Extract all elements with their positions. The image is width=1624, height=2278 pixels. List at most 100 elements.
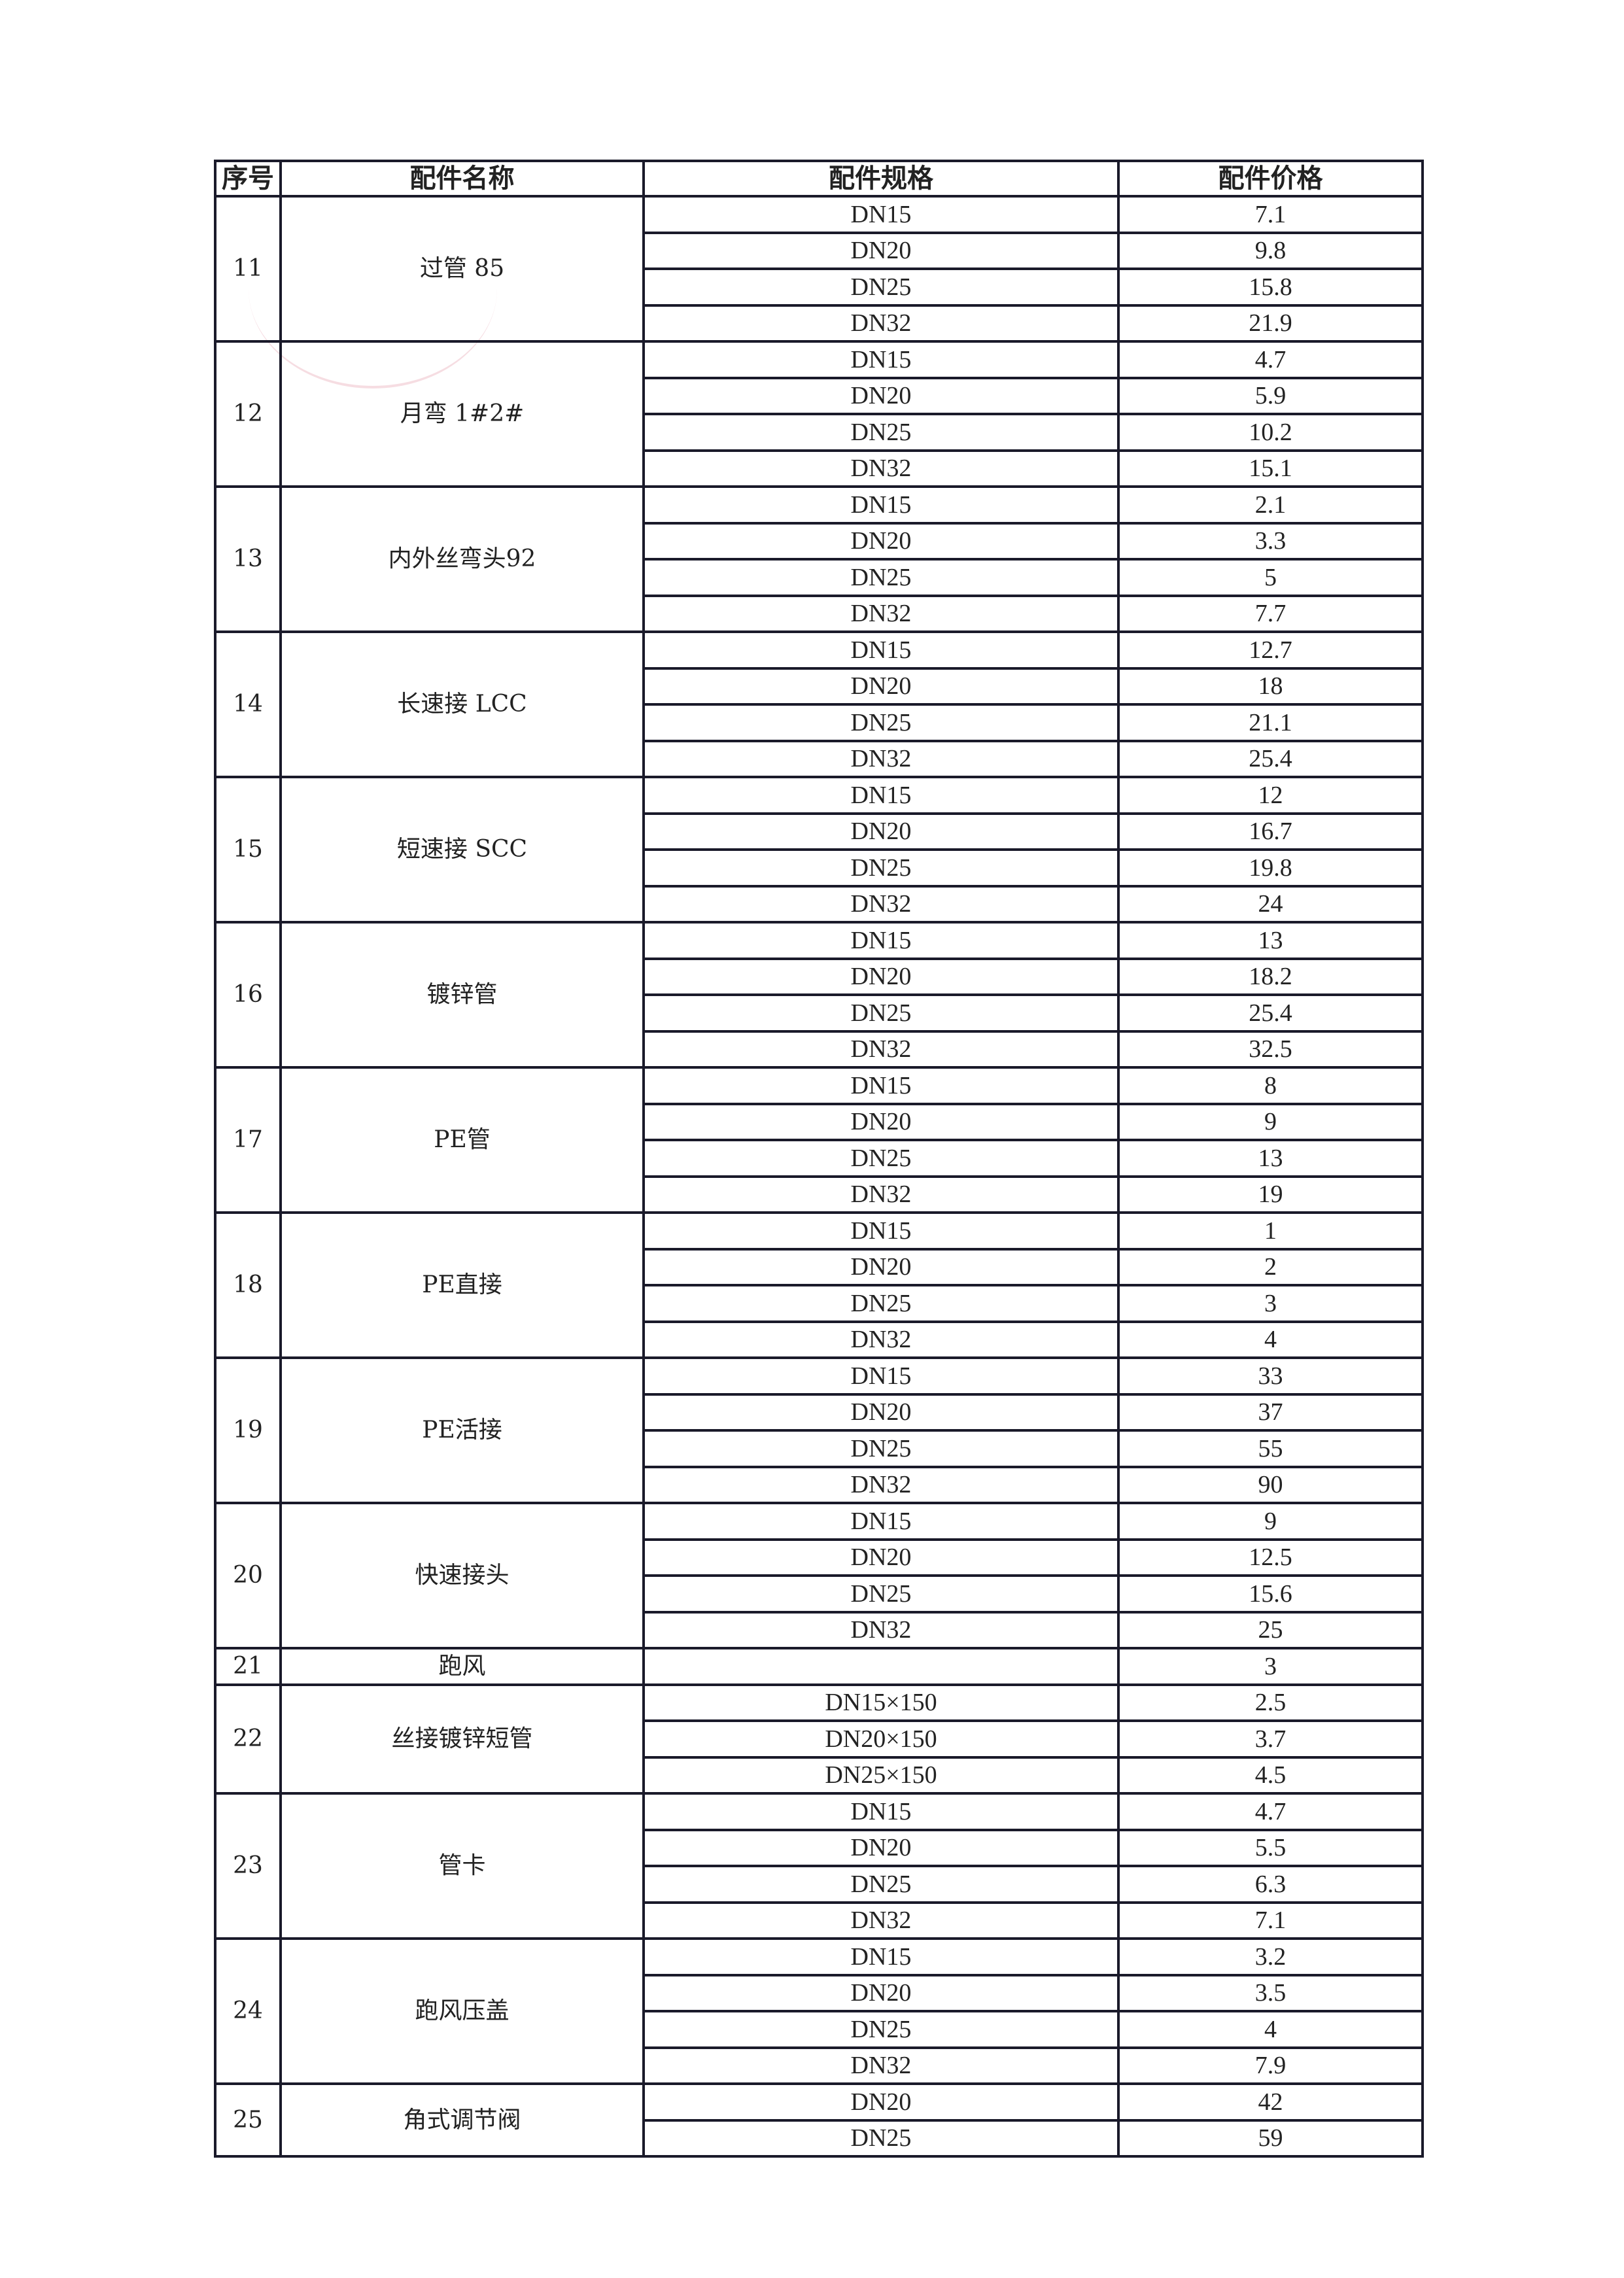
table-row: DN32 25 <box>215 1610 1424 1649</box>
item-spec: DN15 <box>642 921 1120 960</box>
header-spec: 配件规格 <box>642 160 1120 198</box>
table-row: DN25 3 <box>215 1284 1424 1323</box>
item-price: 25 <box>1117 1610 1424 1649</box>
item-spec: DN25 <box>642 1574 1120 1614</box>
table-row: DN32 4 <box>215 1320 1424 1359</box>
table-row: DN32 25.4 <box>215 739 1424 778</box>
item-name: 月弯 1#2# <box>279 340 645 488</box>
item-spec: DN15 <box>642 1502 1120 1541</box>
table-row: DN25 5 <box>215 558 1424 597</box>
item-spec: DN25 <box>642 1865 1120 1904</box>
table-row: DN25 10.2 <box>215 413 1424 452</box>
item-index: 20 <box>214 1502 282 1649</box>
item-price: 2.5 <box>1117 1683 1424 1722</box>
item-price: 10.2 <box>1117 413 1424 452</box>
item-spec: DN15 <box>642 776 1120 815</box>
item-price: 21.1 <box>1117 703 1424 742</box>
table-row: DN32 7.7 <box>215 594 1424 633</box>
item-price: 1 <box>1117 1211 1424 1251</box>
item-spec: DN15 <box>642 1211 1120 1251</box>
item-price: 9 <box>1117 1502 1424 1541</box>
item-price: 32.5 <box>1117 1029 1424 1069</box>
table-row: 18 PE直接 DN15 1 <box>214 1211 1424 1359</box>
item-index: 15 <box>214 776 282 923</box>
item-spec: DN25 <box>642 703 1120 742</box>
table-row: DN20 5.5 <box>215 1828 1424 1867</box>
item-spec: DN20 <box>642 1828 1120 1867</box>
item-price: 5 <box>1117 558 1424 597</box>
item-spec: DN25 <box>642 2118 1120 2158</box>
item-spec: DN15 <box>642 1356 1120 1396</box>
item-spec: DN25 <box>642 1284 1120 1323</box>
item-spec: DN20 <box>642 1973 1120 2012</box>
item-spec: DN20 <box>642 231 1120 270</box>
item-price: 4.5 <box>1117 1755 1424 1795</box>
table-row: DN25 25.4 <box>215 993 1424 1033</box>
table-row: DN32 90 <box>215 1465 1424 1504</box>
item-spec: DN20 <box>642 2082 1120 2122</box>
table-row: 17 PE管 DN15 8 <box>214 1066 1424 1214</box>
item-index: 24 <box>214 1937 282 2085</box>
table-row: DN20 9 <box>215 1102 1424 1141</box>
table-row: DN20 37 <box>215 1392 1424 1432</box>
item-index: 13 <box>214 485 282 633</box>
item-name: 过管 85 <box>279 195 645 343</box>
table-row: DN25 13 <box>215 1139 1424 1178</box>
table-row: DN20 2 <box>215 1247 1424 1286</box>
table-row: DN20×150 3.7 <box>215 1719 1424 1759</box>
item-name: 角式调节阀 <box>279 2082 645 2158</box>
item-price: 24 <box>1117 884 1424 923</box>
item-index: 18 <box>214 1211 282 1359</box>
item-price: 25.4 <box>1117 739 1424 778</box>
item-name: PE活接 <box>279 1356 645 1504</box>
table-row: DN32 21.9 <box>215 303 1424 343</box>
item-spec: DN20 <box>642 812 1120 851</box>
table-row: DN20 5.9 <box>215 376 1424 415</box>
item-spec: DN15 <box>642 195 1120 234</box>
item-price: 12.7 <box>1117 630 1424 670</box>
table-row: DN25 15.6 <box>215 1574 1424 1614</box>
item-spec: DN15 <box>642 1792 1120 1831</box>
item-price: 13 <box>1117 1139 1424 1178</box>
table-row: DN20 18 <box>215 666 1424 706</box>
item-price: 5.5 <box>1117 1828 1424 1867</box>
item-price: 15.6 <box>1117 1574 1424 1614</box>
item-spec: DN32 <box>642 594 1120 633</box>
item-price: 3.2 <box>1117 1937 1424 1976</box>
table-row: DN20 9.8 <box>215 231 1424 270</box>
table-row: DN25 21.1 <box>215 703 1424 742</box>
item-spec: DN25 <box>642 267 1120 307</box>
item-price: 21.9 <box>1117 303 1424 343</box>
item-spec: DN25 <box>642 2010 1120 2049</box>
item-price: 55 <box>1117 1429 1424 1468</box>
item-price: 4.7 <box>1117 1792 1424 1831</box>
table-row: 22 丝接镀锌短管 DN15×150 2.5 <box>214 1683 1424 1795</box>
item-price: 33 <box>1117 1356 1424 1396</box>
table-row: DN20 3.5 <box>215 1973 1424 2012</box>
item-spec: DN15 <box>642 340 1120 379</box>
item-spec: DN32 <box>642 1029 1120 1069</box>
table-row: DN20 18.2 <box>215 957 1424 996</box>
item-price: 16.7 <box>1117 812 1424 851</box>
item-price: 12.5 <box>1117 1538 1424 1577</box>
item-spec: DN32 <box>642 739 1120 778</box>
item-spec: DN20×150 <box>642 1719 1120 1759</box>
item-index: 19 <box>214 1356 282 1504</box>
item-spec: DN25 <box>642 848 1120 888</box>
item-spec: DN25×150 <box>642 1755 1120 1795</box>
item-price: 2.1 <box>1117 485 1424 525</box>
item-price: 15.1 <box>1117 449 1424 488</box>
item-price: 37 <box>1117 1392 1424 1432</box>
item-price: 7.1 <box>1117 1901 1424 1940</box>
table-row: 21 跑风 3 <box>214 1647 1424 1686</box>
table-row: DN20 16.7 <box>215 812 1424 851</box>
item-price: 19.8 <box>1117 848 1424 888</box>
item-spec: DN20 <box>642 666 1120 706</box>
item-price: 4 <box>1117 2010 1424 2049</box>
table-row: 23 管卡 DN15 4.7 <box>214 1792 1424 1940</box>
item-name: 短速接 SCC <box>279 776 645 923</box>
item-index: 14 <box>214 630 282 778</box>
table-row: DN32 7.1 <box>215 1901 1424 1940</box>
item-spec: DN25 <box>642 558 1120 597</box>
table-row: 11 过管 85 DN15 7.1 <box>214 195 1424 343</box>
